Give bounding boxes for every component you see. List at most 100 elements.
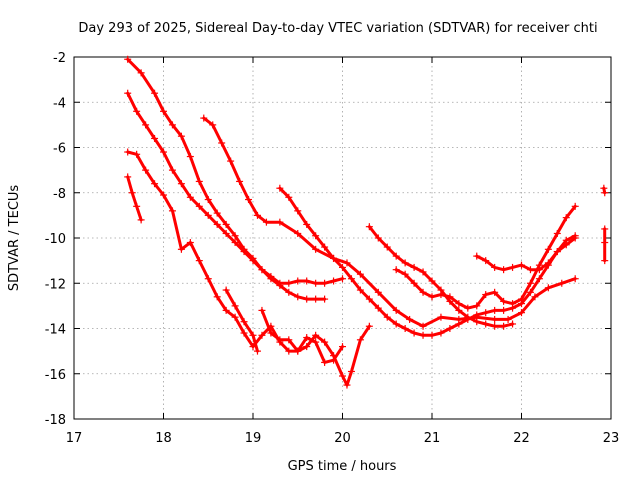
data-point	[531, 293, 539, 301]
data-point	[124, 173, 132, 181]
data-point	[601, 189, 609, 197]
data-point	[285, 347, 293, 355]
data-point	[600, 184, 608, 192]
data-point	[240, 329, 248, 337]
data-point	[294, 293, 302, 301]
data-point	[168, 121, 176, 129]
data-point	[258, 306, 266, 314]
data-point	[410, 263, 418, 271]
y-tick-label: -6	[53, 142, 66, 157]
data-point	[285, 288, 293, 296]
chart-title: Day 293 of 2025, Sidereal Day-to-day VTE…	[78, 21, 597, 36]
x-tick-label: 22	[513, 431, 530, 446]
data-point	[500, 266, 508, 274]
data-point	[253, 211, 261, 219]
data-point	[285, 336, 293, 344]
series-layer	[124, 55, 609, 389]
data-point	[276, 218, 284, 226]
data-point	[137, 216, 145, 224]
data-point	[464, 313, 472, 321]
series-arc-h	[276, 184, 579, 339]
data-point	[419, 322, 427, 330]
data-point	[562, 236, 570, 244]
data-point	[428, 331, 436, 339]
data-point	[124, 148, 132, 156]
data-point	[267, 329, 275, 337]
data-point	[356, 286, 364, 294]
x-axis-label: GPS time / hours	[288, 459, 397, 474]
data-point	[240, 318, 248, 326]
data-point	[204, 211, 212, 219]
data-point	[392, 320, 400, 328]
data-point	[473, 318, 481, 326]
data-point	[204, 196, 212, 204]
data-point	[339, 263, 346, 271]
data-point	[267, 272, 275, 280]
data-point	[455, 306, 463, 314]
series-line	[126, 150, 344, 364]
data-point	[276, 279, 284, 287]
data-point	[446, 325, 454, 332]
data-point	[374, 234, 382, 242]
data-point	[285, 193, 293, 201]
data-point	[312, 331, 320, 339]
data-point	[186, 193, 194, 201]
y-tick-label: -2	[53, 51, 66, 66]
data-point	[428, 293, 436, 301]
data-point	[330, 277, 338, 285]
data-point	[374, 288, 382, 296]
data-point	[133, 150, 141, 158]
data-point	[249, 331, 257, 339]
data-point	[406, 315, 414, 323]
data-point	[509, 320, 517, 328]
data-point	[294, 207, 302, 215]
y-tick-label: -4	[53, 96, 66, 111]
data-point	[133, 202, 141, 210]
data-point	[195, 177, 203, 185]
x-tick-label: 21	[424, 431, 441, 446]
data-point	[160, 148, 167, 156]
data-point	[128, 189, 136, 197]
series-arc-a	[124, 55, 329, 303]
data-point	[601, 225, 609, 233]
data-point	[227, 157, 235, 165]
data-point	[491, 263, 499, 271]
data-point	[558, 279, 566, 287]
data-point	[437, 329, 445, 337]
data-point	[133, 107, 141, 115]
y-tick-label: -8	[53, 187, 66, 202]
y-tick-label: -10	[45, 232, 66, 247]
data-point	[312, 245, 320, 253]
series-line	[475, 234, 577, 272]
data-point	[392, 306, 400, 314]
data-point	[321, 243, 329, 251]
data-point	[204, 275, 212, 283]
data-point	[535, 275, 543, 283]
data-point	[321, 279, 329, 287]
data-point	[482, 320, 490, 328]
data-point	[160, 191, 167, 199]
data-point	[222, 286, 230, 294]
data-point	[240, 248, 248, 256]
grid-layer	[74, 57, 611, 419]
data-point	[236, 177, 244, 185]
data-point	[303, 220, 311, 228]
series-line	[126, 175, 143, 222]
data-point	[500, 306, 508, 314]
y-tick-label: -16	[45, 368, 66, 383]
data-point	[482, 291, 490, 299]
data-point	[356, 270, 364, 278]
data-point	[500, 297, 508, 305]
data-point	[401, 259, 409, 267]
data-point	[374, 304, 382, 312]
data-point	[285, 279, 293, 287]
data-point	[482, 309, 490, 317]
data-point	[312, 295, 320, 303]
data-point	[401, 270, 409, 278]
data-point	[186, 153, 194, 161]
data-point	[330, 352, 338, 360]
data-point	[392, 266, 400, 274]
data-point	[419, 288, 427, 296]
data-point	[142, 166, 150, 174]
